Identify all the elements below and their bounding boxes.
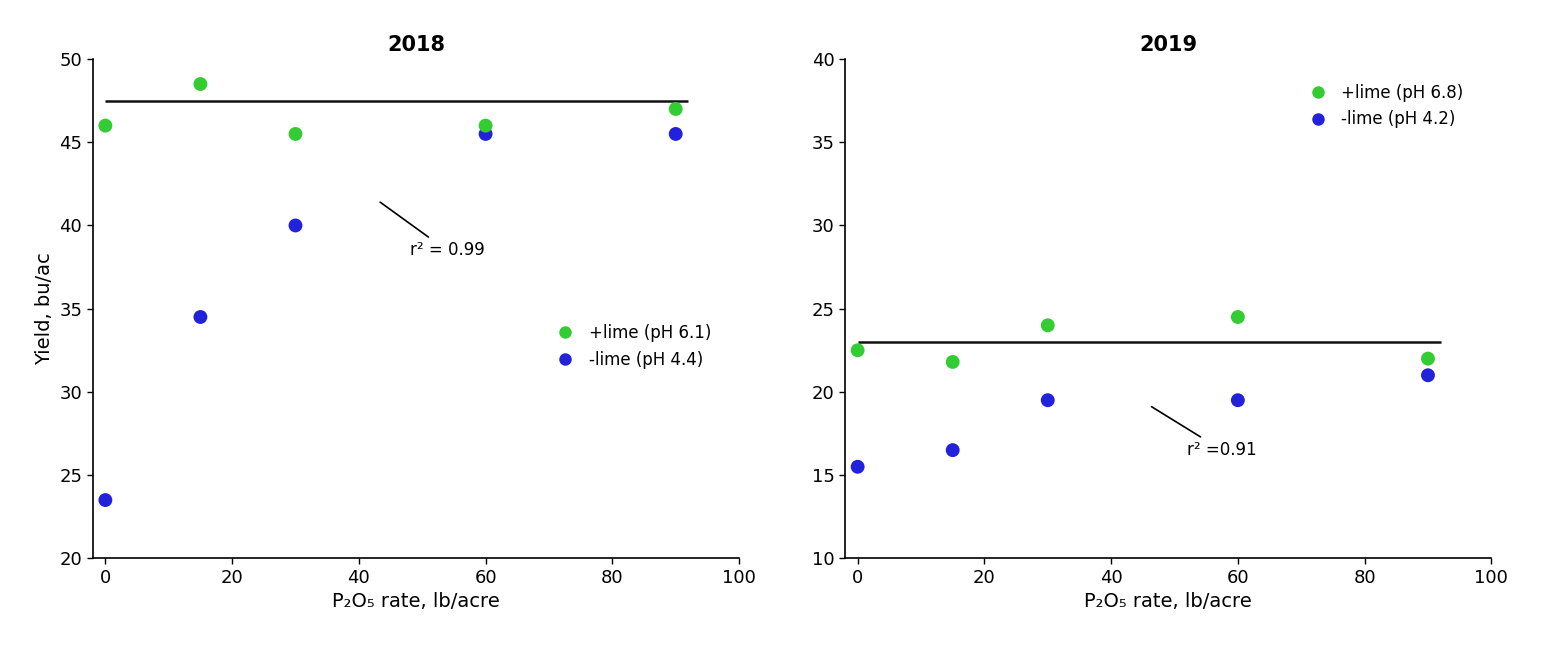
Point [1415,353,1440,364]
Legend: +lime (pH 6.8), -lime (pH 4.2): +lime (pH 6.8), -lime (pH 4.2) [1295,78,1470,135]
Point [1225,395,1250,406]
Point [93,120,117,130]
Point [282,220,307,231]
Point [1035,395,1060,406]
Y-axis label: Yield, bu/ac: Yield, bu/ac [35,253,54,365]
Text: r² = 0.99: r² = 0.99 [380,202,485,260]
Point [474,120,498,130]
Point [663,104,688,114]
Point [663,129,688,139]
Point [188,312,213,322]
Point [93,495,117,505]
Text: r² =0.91: r² =0.91 [1151,407,1258,459]
Point [282,129,307,139]
Legend: +lime (pH 6.1), -lime (pH 4.4): +lime (pH 6.1), -lime (pH 4.4) [542,318,717,375]
Point [1035,320,1060,331]
Point [188,79,213,89]
Point [1415,370,1440,380]
Point [1225,312,1250,322]
Point [846,462,870,472]
Point [940,357,964,367]
Title: 2018: 2018 [387,35,444,55]
Point [846,345,870,355]
X-axis label: P₂O₅ rate, lb/acre: P₂O₅ rate, lb/acre [1085,592,1251,611]
Point [474,129,498,139]
X-axis label: P₂O₅ rate, lb/acre: P₂O₅ rate, lb/acre [332,592,500,611]
Title: 2019: 2019 [1139,35,1197,55]
Point [940,445,964,455]
